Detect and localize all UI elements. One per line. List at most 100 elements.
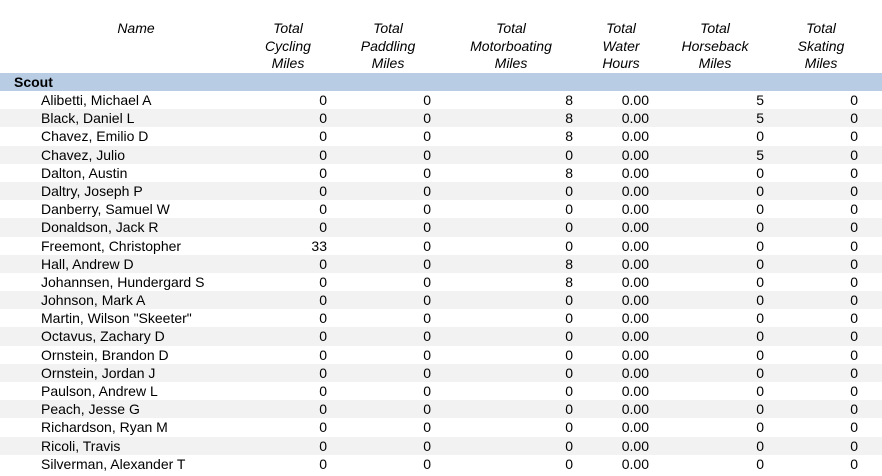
cell-paddling: 0 — [423, 346, 431, 363]
cell-name: Silverman, Alexander T — [41, 455, 186, 472]
table-row: Ornstein, Brandon D 0 0 0 0.00 0 0 — [0, 346, 882, 364]
table-row: Octavus, Zachary D 0 0 0 0.00 0 0 — [0, 327, 882, 346]
cell-motorboating: 0 — [565, 346, 573, 363]
cell-horseback: 5 — [756, 146, 764, 163]
cell-paddling: 0 — [423, 455, 431, 472]
cell-horseback: 0 — [756, 419, 764, 436]
cell-paddling: 0 — [423, 237, 431, 254]
cell-motorboating: 0 — [565, 328, 573, 345]
cell-cycling: 0 — [319, 146, 327, 163]
table-row: Daltry, Joseph P 0 0 0 0.00 0 0 — [0, 181, 882, 201]
cell-skating: 0 — [850, 92, 858, 108]
cell-motorboating: 0 — [565, 419, 573, 436]
cell-skating: 0 — [850, 128, 858, 145]
cell-water: 0.00 — [621, 328, 649, 345]
cell-motorboating: 8 — [565, 255, 573, 272]
cell-water: 0.00 — [621, 164, 649, 181]
table-row: Danberry, Samuel W 0 0 0 0.00 0 0 — [0, 200, 882, 218]
table-row: Hall, Andrew D 0 0 8 0.00 0 0 — [0, 254, 882, 273]
cell-cycling: 0 — [319, 219, 327, 236]
cell-water: 0.00 — [621, 437, 649, 454]
cell-name: Martin, Wilson "Skeeter" — [41, 310, 192, 327]
column-header-paddling: Total Paddling Miles — [360, 20, 416, 71]
table-row: Peach, Jesse G 0 0 0 0.00 0 0 — [0, 400, 882, 419]
cell-skating: 0 — [850, 364, 858, 381]
cell-horseback: 0 — [756, 255, 764, 272]
cell-water: 0.00 — [621, 383, 649, 399]
cell-motorboating: 8 — [565, 273, 573, 290]
cell-horseback: 0 — [756, 455, 764, 472]
group-header-band: Scout — [0, 73, 882, 91]
cell-water: 0.00 — [621, 401, 649, 418]
cell-horseback: 0 — [756, 201, 764, 218]
cell-motorboating: 0 — [565, 182, 573, 199]
cell-horseback: 0 — [756, 364, 764, 381]
cell-skating: 0 — [850, 310, 858, 327]
cell-cycling: 0 — [319, 383, 327, 399]
table-row: Dalton, Austin 0 0 8 0.00 0 0 — [0, 164, 882, 182]
cell-name: Peach, Jesse G — [41, 401, 140, 418]
cell-name: Johnson, Mark A — [41, 292, 146, 309]
cell-paddling: 0 — [423, 92, 431, 108]
column-header-skating: Total Skating Miles — [797, 20, 845, 71]
cell-skating: 0 — [850, 346, 858, 363]
cell-water: 0.00 — [621, 110, 649, 127]
cell-cycling: 0 — [319, 201, 327, 218]
cell-motorboating: 0 — [565, 219, 573, 236]
cell-horseback: 0 — [756, 437, 764, 454]
cell-cycling: 0 — [319, 255, 327, 272]
cell-name: Octavus, Zachary D — [41, 328, 165, 345]
cell-skating: 0 — [850, 455, 858, 472]
cell-paddling: 0 — [423, 110, 431, 127]
cell-name: Donaldson, Jack R — [41, 219, 159, 236]
cell-paddling: 0 — [423, 146, 431, 163]
cell-horseback: 5 — [756, 110, 764, 127]
cell-motorboating: 0 — [565, 437, 573, 454]
cell-motorboating: 0 — [565, 201, 573, 218]
table-row: Silverman, Alexander T 0 0 0 0.00 0 0 — [0, 455, 882, 473]
table-row: Johannsen, Hundergard S 0 0 8 0.00 0 0 — [0, 273, 882, 291]
cell-water: 0.00 — [621, 455, 649, 472]
cell-skating: 0 — [850, 419, 858, 436]
cell-water: 0.00 — [621, 346, 649, 363]
cell-horseback: 0 — [756, 182, 764, 199]
cell-horseback: 0 — [756, 292, 764, 309]
cell-water: 0.00 — [621, 182, 649, 199]
cell-motorboating: 8 — [565, 110, 573, 127]
cell-horseback: 0 — [756, 328, 764, 345]
cell-name: Alibetti, Michael A — [41, 92, 152, 108]
cell-cycling: 0 — [319, 328, 327, 345]
cell-horseback: 0 — [756, 310, 764, 327]
cell-cycling: 0 — [319, 128, 327, 145]
cell-horseback: 0 — [756, 237, 764, 254]
cell-cycling: 0 — [319, 364, 327, 381]
cell-skating: 0 — [850, 201, 858, 218]
table-row: Ornstein, Jordan J 0 0 0 0.00 0 0 — [0, 363, 882, 382]
cell-paddling: 0 — [423, 255, 431, 272]
cell-name: Freemont, Christopher — [41, 237, 182, 254]
cell-horseback: 0 — [756, 164, 764, 181]
cell-horseback: 0 — [756, 346, 764, 363]
cell-horseback: 0 — [756, 401, 764, 418]
cell-paddling: 0 — [423, 273, 431, 290]
cell-paddling: 0 — [423, 401, 431, 418]
cell-water: 0.00 — [621, 310, 649, 327]
cell-name: Black, Daniel L — [41, 110, 135, 127]
cell-horseback: 0 — [756, 128, 764, 145]
cell-skating: 0 — [850, 437, 858, 454]
cell-skating: 0 — [850, 292, 858, 309]
cell-motorboating: 0 — [565, 364, 573, 381]
cell-name: Danberry, Samuel W — [41, 201, 170, 218]
cell-cycling: 0 — [319, 455, 327, 472]
cell-cycling: 0 — [319, 182, 327, 199]
cell-water: 0.00 — [621, 364, 649, 381]
cell-skating: 0 — [850, 237, 858, 254]
table-row: Paulson, Andrew L 0 0 0 0.00 0 0 — [0, 382, 882, 400]
cell-paddling: 0 — [423, 310, 431, 327]
table-row: Ricoli, Travis 0 0 0 0.00 0 0 — [0, 436, 882, 455]
cell-water: 0.00 — [621, 92, 649, 108]
cell-water: 0.00 — [621, 237, 649, 254]
cell-skating: 0 — [850, 146, 858, 163]
cell-motorboating: 0 — [565, 292, 573, 309]
